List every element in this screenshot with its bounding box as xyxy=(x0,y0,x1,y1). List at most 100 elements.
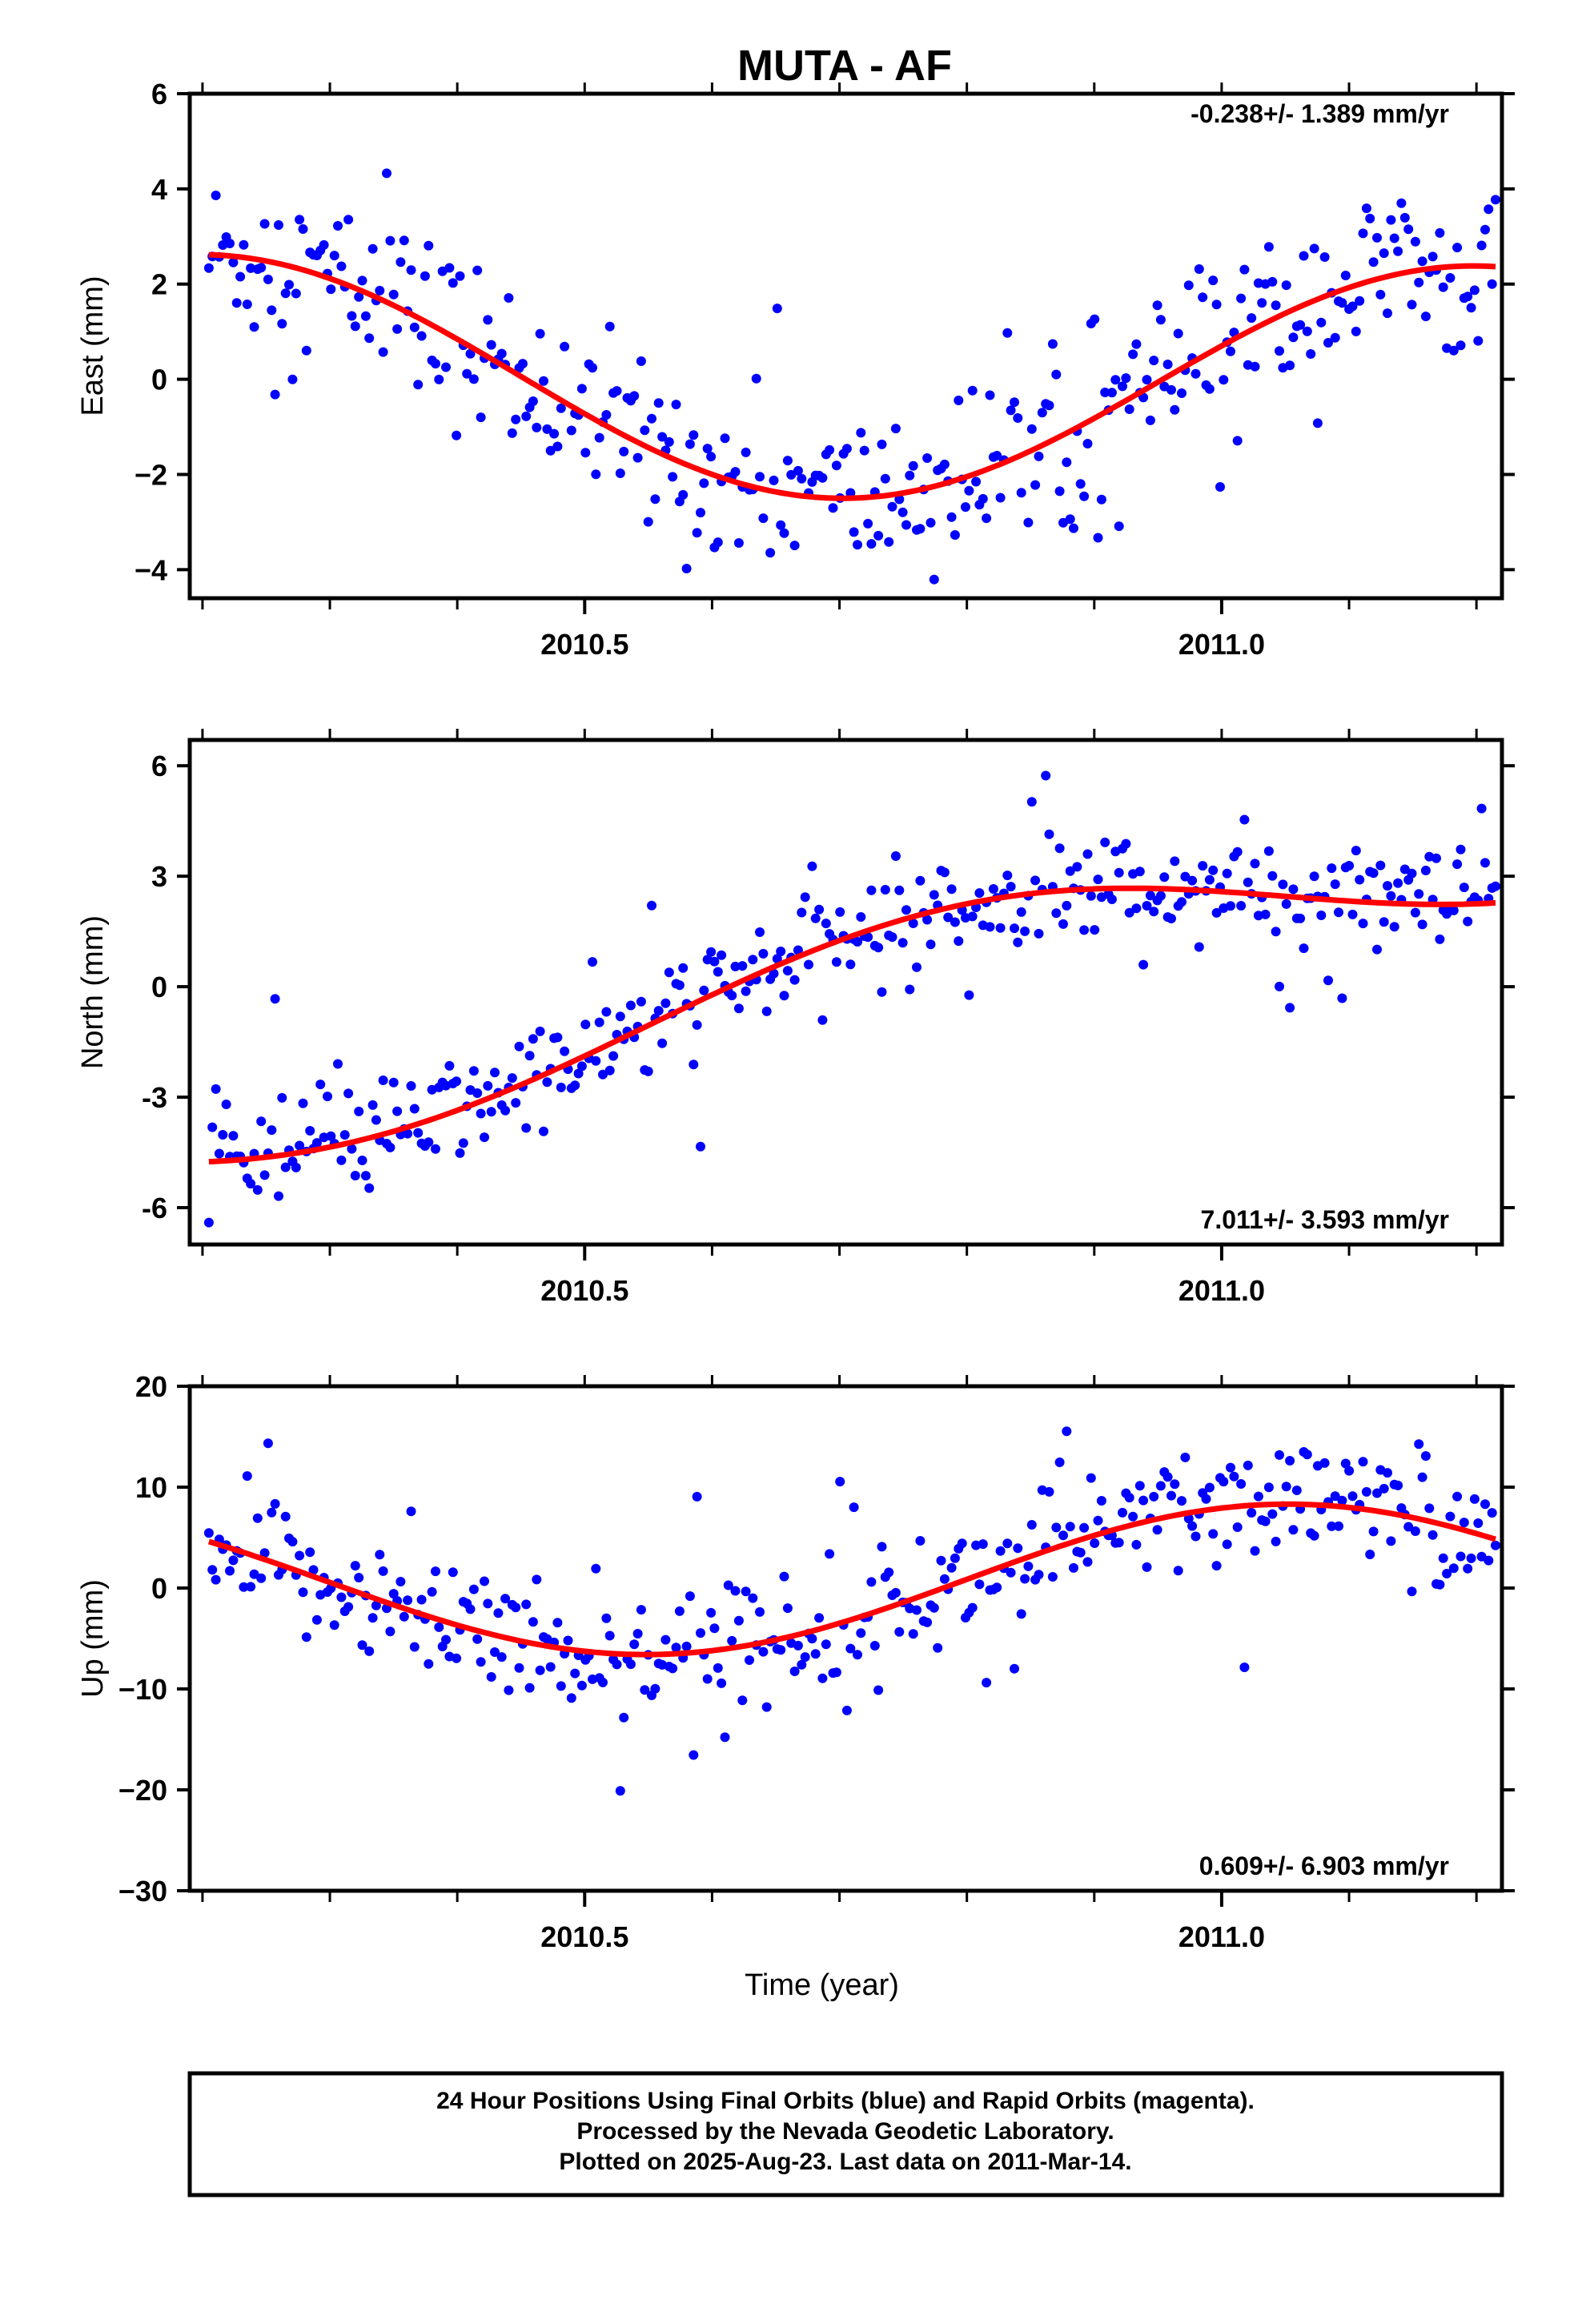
data-point xyxy=(576,384,587,394)
data-point xyxy=(915,524,926,534)
data-point xyxy=(1194,942,1204,952)
footer-line-1: 24 Hour Positions Using Final Orbits (bl… xyxy=(436,2088,1255,2114)
data-point xyxy=(532,422,542,432)
data-point xyxy=(853,937,862,947)
data-point xyxy=(472,1634,483,1644)
x-tick-label: 2010.5 xyxy=(540,1274,628,1307)
data-point xyxy=(1020,1574,1030,1584)
data-point xyxy=(1170,404,1180,415)
data-point xyxy=(1020,926,1030,936)
data-point xyxy=(912,962,921,972)
data-point xyxy=(681,564,692,573)
data-point xyxy=(1090,925,1100,935)
data-point xyxy=(329,251,339,261)
data-point xyxy=(685,439,695,449)
data-point xyxy=(1410,236,1420,247)
data-point xyxy=(371,1115,381,1125)
data-point xyxy=(388,1077,399,1088)
data-point xyxy=(545,1662,556,1672)
data-point xyxy=(504,293,514,303)
data-point xyxy=(1327,1521,1337,1531)
data-point xyxy=(1204,384,1215,394)
data-point xyxy=(496,348,507,359)
data-point xyxy=(267,1507,277,1518)
x-tick-label: 2011.0 xyxy=(1178,1920,1265,1953)
data-point xyxy=(1456,1551,1466,1562)
data-point xyxy=(1379,917,1389,927)
data-point xyxy=(1201,1494,1211,1504)
data-point xyxy=(1180,871,1191,882)
data-point xyxy=(1281,280,1291,291)
data-point xyxy=(472,1088,483,1098)
data-point xyxy=(897,938,908,948)
data-point xyxy=(1177,897,1186,907)
data-point xyxy=(350,1561,360,1571)
data-point xyxy=(225,1566,235,1576)
data-point xyxy=(1407,300,1417,310)
data-point xyxy=(315,1080,326,1090)
data-point xyxy=(810,1649,821,1659)
data-point xyxy=(1079,1522,1090,1533)
data-point xyxy=(636,356,646,366)
data-point xyxy=(552,441,563,452)
data-point xyxy=(1100,837,1110,847)
data-point xyxy=(741,447,751,457)
data-point xyxy=(890,851,901,861)
data-point xyxy=(403,1595,413,1606)
data-point xyxy=(625,1000,636,1011)
data-point xyxy=(1002,1538,1013,1549)
data-point xyxy=(884,537,894,547)
data-point xyxy=(853,1650,862,1660)
data-point xyxy=(203,263,214,273)
data-point xyxy=(625,1659,636,1670)
data-point xyxy=(946,884,957,895)
data-point xyxy=(1187,1521,1198,1531)
data-point xyxy=(751,373,761,384)
data-point xyxy=(480,1576,489,1586)
data-point xyxy=(894,1626,905,1637)
data-point xyxy=(1183,280,1194,291)
data-point xyxy=(1106,895,1117,904)
data-point xyxy=(1162,360,1173,369)
data-point xyxy=(702,444,713,454)
data-point xyxy=(765,548,776,558)
data-point xyxy=(1442,1569,1452,1578)
data-point xyxy=(564,614,573,624)
data-point xyxy=(549,428,560,439)
data-point xyxy=(1267,276,1278,287)
data-point xyxy=(954,396,964,405)
y-axis-label: North (mm) xyxy=(76,915,110,1069)
data-point xyxy=(1044,1486,1054,1497)
data-point xyxy=(308,1565,319,1575)
data-point xyxy=(367,1613,378,1623)
data-point xyxy=(901,520,911,530)
data-point xyxy=(1302,326,1312,336)
data-point xyxy=(946,1562,957,1573)
data-point xyxy=(1285,1003,1295,1013)
data-point xyxy=(1312,418,1323,428)
data-point xyxy=(1386,891,1396,901)
data-point xyxy=(1327,863,1337,874)
data-point xyxy=(1058,1530,1068,1541)
data-point xyxy=(797,473,807,484)
data-point xyxy=(511,1602,521,1613)
data-point xyxy=(1275,346,1284,356)
data-point xyxy=(689,1750,699,1760)
data-point xyxy=(1016,488,1026,498)
data-point xyxy=(825,444,835,455)
data-point xyxy=(357,1156,367,1165)
data-point xyxy=(1452,1491,1463,1502)
data-point xyxy=(218,1130,228,1140)
data-point xyxy=(1288,332,1299,343)
data-point xyxy=(462,368,472,379)
data-point xyxy=(1072,862,1082,872)
data-point xyxy=(1006,1567,1016,1578)
data-point xyxy=(692,528,702,538)
data-point xyxy=(360,311,371,321)
data-point xyxy=(873,1685,884,1695)
data-point xyxy=(329,1620,339,1630)
data-point xyxy=(228,257,239,267)
data-point xyxy=(807,1634,817,1644)
data-point xyxy=(1344,1466,1355,1476)
data-point xyxy=(1232,846,1243,857)
